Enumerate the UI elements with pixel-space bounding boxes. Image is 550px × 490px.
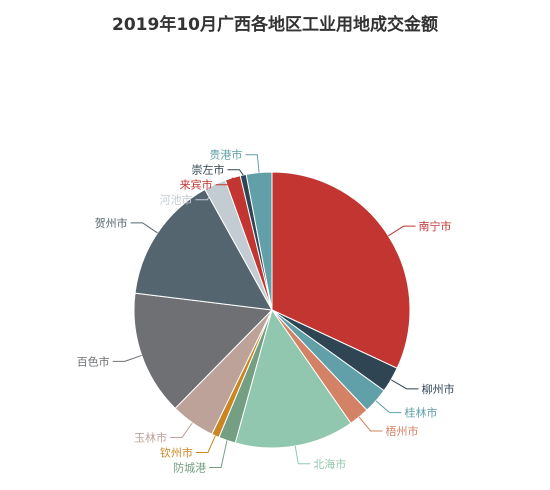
leader-line-8: [170, 422, 193, 438]
slice-label-12: 来宾市: [180, 178, 213, 192]
leader-line-7: [195, 435, 216, 453]
leader-line-11: [195, 184, 216, 201]
slice-label-11: 河池市: [159, 193, 192, 207]
leader-line-5: [294, 445, 311, 465]
leader-line-1: [388, 225, 416, 237]
pie-slice-5[interactable]: [234, 308, 352, 449]
slice-label-1: 南宁市: [419, 219, 452, 233]
leader-line-13: [227, 169, 244, 176]
leader-line-3: [375, 400, 402, 414]
leader-line-6: [209, 440, 228, 468]
slice-label-10: 贺州市: [95, 216, 128, 230]
chart-title: 2019年10月广西各地区工业用地成交金额: [112, 15, 438, 35]
slice-label-13: 崇左市: [191, 163, 224, 177]
slice-label-3: 桂林市: [404, 406, 437, 420]
slice-label-8: 玉林市: [134, 430, 167, 444]
leader-line-14: [245, 154, 260, 173]
slice-label-9: 百色市: [77, 354, 110, 368]
slice-label-6: 防城港: [173, 460, 206, 474]
leader-line-9: [112, 354, 142, 362]
slice-label-14: 贵港市: [209, 148, 242, 162]
slice-label-7: 钦州市: [160, 445, 193, 459]
slice-label-2: 柳州市: [422, 382, 455, 396]
leader-line-2: [390, 379, 419, 390]
pie-slice-14[interactable]: [245, 171, 273, 311]
leader-line-12: [215, 177, 234, 186]
slice-label-4: 梧州市: [386, 424, 419, 438]
slice-label-5: 北海市: [313, 457, 346, 471]
leader-line-10: [130, 222, 158, 234]
pie-slice-1[interactable]: [271, 171, 411, 369]
leader-line-4: [358, 416, 383, 432]
pie-slice-10[interactable]: [134, 188, 273, 311]
pie-slices: [133, 171, 411, 449]
pie-slice-9[interactable]: [133, 292, 274, 410]
